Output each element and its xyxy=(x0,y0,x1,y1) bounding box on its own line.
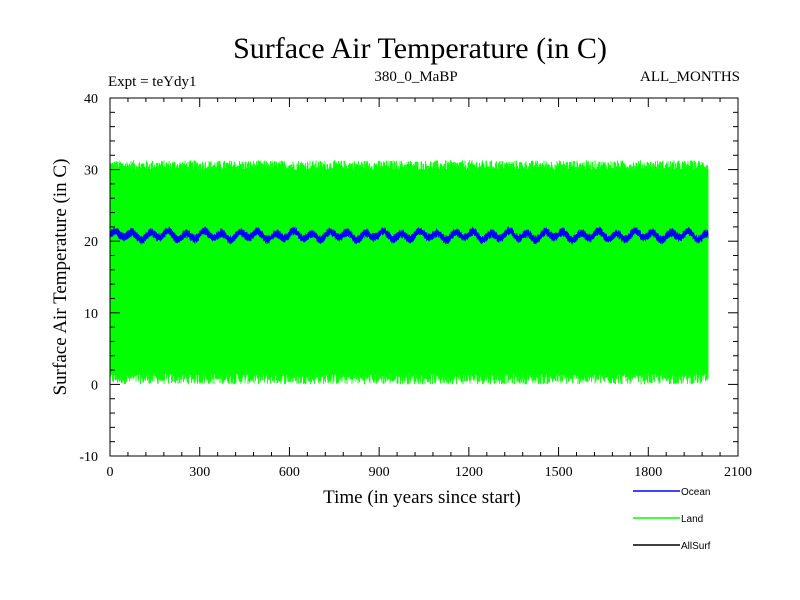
x-tick-label: 2100 xyxy=(724,465,752,480)
x-tick-label: 900 xyxy=(369,465,390,480)
y-tick-label: -10 xyxy=(79,450,98,465)
x-tick-label: 0 xyxy=(107,465,114,480)
legend-label-land: Land xyxy=(681,514,703,525)
y-tick-label: 0 xyxy=(91,378,98,393)
y-tick-label: 30 xyxy=(84,164,98,179)
y-tick-label: 40 xyxy=(84,92,98,107)
land-band xyxy=(109,160,709,385)
axes: 0 300 600 900 1200 1500 1800 2100 -10 0 10 20 30 40 xyxy=(79,92,752,480)
x-axis-label: Time (in years since start) xyxy=(323,487,521,508)
x-tick-label: 1200 xyxy=(455,465,483,480)
x-tick-label: 1500 xyxy=(545,465,573,480)
series-land xyxy=(109,160,709,385)
x-tick-label: 1800 xyxy=(634,465,662,480)
x-tick-label: 300 xyxy=(189,465,210,480)
y-tick-label: 20 xyxy=(84,235,98,250)
y-tick-label: 10 xyxy=(84,307,98,322)
legend: Ocean Land AllSurf xyxy=(633,487,711,552)
chart-title: Surface Air Temperature (in C) xyxy=(233,32,607,65)
x-tick-label: 600 xyxy=(279,465,300,480)
subtitle-center: 380_0_MaBP xyxy=(374,69,457,85)
subtitle-left: Expt = teYdy1 xyxy=(108,74,196,90)
legend-label-ocean: Ocean xyxy=(681,487,710,498)
plot-series xyxy=(109,160,709,385)
y-axis-label: Surface Air Temperature (in C) xyxy=(50,159,71,396)
subtitle-right: ALL_MONTHS xyxy=(640,69,740,85)
legend-label-allsurf: AllSurf xyxy=(681,541,711,552)
plot-frame xyxy=(109,97,739,457)
